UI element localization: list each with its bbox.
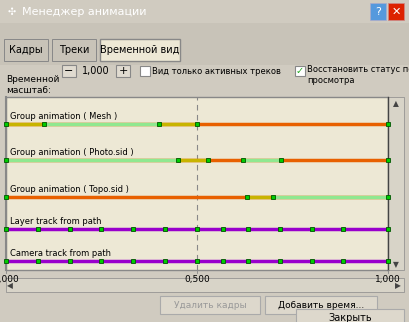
Bar xyxy=(160,296,259,314)
Text: 1,000: 1,000 xyxy=(374,275,400,284)
Text: Треки: Треки xyxy=(58,45,89,55)
Bar xyxy=(62,65,76,77)
Text: Временной вид: Временной вид xyxy=(100,45,179,55)
FancyBboxPatch shape xyxy=(369,3,385,20)
Bar xyxy=(6,278,403,292)
Bar xyxy=(264,296,376,314)
Bar xyxy=(387,97,403,270)
Text: Group animation ( Topo.sid ): Group animation ( Topo.sid ) xyxy=(10,185,128,194)
Bar xyxy=(295,309,403,322)
Text: Group animation ( Mesh ): Group animation ( Mesh ) xyxy=(10,112,117,121)
Text: ◀: ◀ xyxy=(7,280,13,289)
Text: Layer track from path: Layer track from path xyxy=(10,217,101,226)
Text: Кадры: Кадры xyxy=(9,45,43,55)
Text: Удалить кадры: Удалить кадры xyxy=(173,300,246,309)
Text: Менеджер анимации: Менеджер анимации xyxy=(22,6,146,17)
Bar xyxy=(52,39,96,61)
Text: 1,000: 1,000 xyxy=(82,66,110,76)
Text: ▲: ▲ xyxy=(392,99,398,108)
Text: −: − xyxy=(64,66,74,76)
Bar xyxy=(0,23,409,65)
Text: Временной
масштаб:: Временной масштаб: xyxy=(6,75,59,95)
Text: +: + xyxy=(118,66,127,76)
Bar xyxy=(4,39,48,61)
Bar xyxy=(139,66,150,76)
Text: ✓: ✓ xyxy=(295,66,303,76)
Text: 0,000: 0,000 xyxy=(0,275,19,284)
Text: ▶: ▶ xyxy=(394,280,400,289)
Text: Вид только активных треков: Вид только активных треков xyxy=(152,67,280,76)
FancyBboxPatch shape xyxy=(387,3,403,20)
Bar xyxy=(294,66,304,76)
Text: Восстановить статус после
просмотра: Восстановить статус после просмотра xyxy=(306,65,409,85)
Text: ▼: ▼ xyxy=(392,260,398,269)
Bar xyxy=(116,65,130,77)
Text: Group animation ( Photo.sid ): Group animation ( Photo.sid ) xyxy=(10,148,133,157)
Text: Закрыть: Закрыть xyxy=(327,313,371,322)
Text: 0,500: 0,500 xyxy=(184,275,209,284)
Text: Camera track from path: Camera track from path xyxy=(10,249,111,258)
Text: ✕: ✕ xyxy=(390,6,400,17)
Bar xyxy=(100,39,180,61)
Text: ?: ? xyxy=(374,6,380,17)
Text: Добавить время...: Добавить время... xyxy=(277,300,363,309)
Bar xyxy=(6,97,387,270)
Text: ✣: ✣ xyxy=(8,6,16,17)
